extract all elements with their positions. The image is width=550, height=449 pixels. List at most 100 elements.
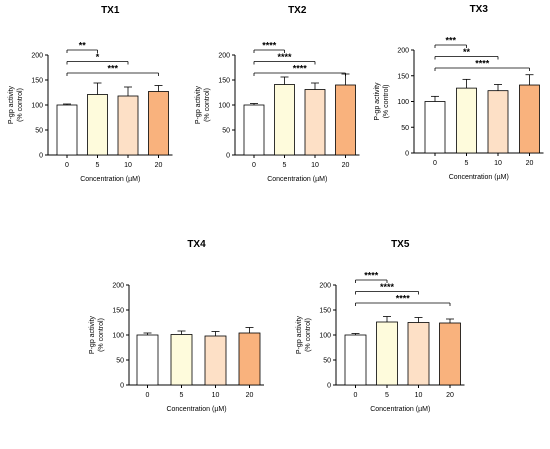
y-axis-label-line2: (% control) bbox=[17, 88, 24, 122]
significance-label: ** bbox=[79, 41, 87, 51]
x-tick-label: 0 bbox=[252, 162, 256, 169]
y-axis-label: P-gp activity (% control) bbox=[296, 315, 312, 354]
x-tick-label: 5 bbox=[385, 392, 389, 399]
y-tick-label: 0 bbox=[405, 151, 409, 158]
x-axis-label: Concentration (µM) bbox=[166, 406, 226, 413]
bar bbox=[344, 334, 367, 386]
x-axis-label: Concentration (µM) bbox=[370, 406, 430, 413]
x-axis-label: Concentration (µM) bbox=[80, 176, 140, 183]
y-tick-label: 100 bbox=[319, 333, 331, 340]
significance-label: **** bbox=[293, 64, 308, 74]
x-tick-label: 0 bbox=[354, 392, 358, 399]
significance-label: *** bbox=[107, 64, 118, 74]
x-tick-label: 20 bbox=[155, 162, 163, 169]
y-axis-label-line2: (% control) bbox=[305, 318, 312, 352]
y-tick-label: 50 bbox=[323, 358, 331, 365]
y-tick-label: 100 bbox=[218, 103, 230, 110]
chart-title: TX3 bbox=[470, 4, 489, 15]
y-tick-label: 50 bbox=[116, 358, 124, 365]
y-tick-label: 0 bbox=[327, 383, 331, 390]
chart-title: TX4 bbox=[187, 239, 206, 250]
x-tick-label: 10 bbox=[415, 392, 423, 399]
x-tick-label: 20 bbox=[246, 392, 254, 399]
significance-label: **** bbox=[475, 59, 490, 69]
y-tick-label: 200 bbox=[31, 53, 43, 60]
y-tick-label: 100 bbox=[112, 333, 124, 340]
x-tick-label: 0 bbox=[146, 392, 150, 399]
chart-panel: TX2 0 50 100 150 200 P-gp activity (% control) 0… bbox=[195, 5, 360, 183]
x-tick-label: 20 bbox=[446, 392, 454, 399]
significance-label: *** bbox=[445, 36, 456, 46]
bar bbox=[87, 94, 108, 156]
bar bbox=[274, 84, 295, 156]
bar bbox=[424, 101, 446, 154]
y-tick-label: 150 bbox=[31, 78, 43, 85]
y-tick-label: 50 bbox=[35, 128, 43, 135]
bar bbox=[519, 84, 540, 154]
bar bbox=[487, 90, 509, 154]
y-tick-label: 0 bbox=[39, 153, 43, 160]
bar bbox=[238, 332, 261, 386]
y-tick-label: 150 bbox=[397, 73, 409, 80]
y-tick-label: 50 bbox=[222, 128, 230, 135]
significance-label: **** bbox=[277, 52, 292, 62]
y-axis-label: P-gp activity (% control) bbox=[374, 82, 390, 121]
x-axis-label: Concentration (µM) bbox=[449, 174, 509, 181]
significance-label: ** bbox=[463, 47, 471, 57]
y-tick-label: 100 bbox=[397, 99, 409, 106]
y-tick-label: 200 bbox=[319, 283, 331, 290]
y-tick-label: 50 bbox=[401, 125, 409, 132]
significance-label: **** bbox=[380, 282, 395, 292]
x-tick-label: 10 bbox=[494, 160, 502, 167]
x-tick-label: 10 bbox=[311, 162, 319, 169]
significance-label: **** bbox=[396, 294, 411, 304]
x-tick-label: 0 bbox=[433, 160, 437, 167]
y-tick-label: 150 bbox=[112, 308, 124, 315]
bar bbox=[204, 335, 227, 386]
chart-panel: TX1 0 50 100 150 200 P-gp activity (% control) 0… bbox=[8, 5, 173, 183]
bar bbox=[56, 104, 78, 156]
x-tick-label: 0 bbox=[65, 162, 69, 169]
bar bbox=[170, 334, 193, 386]
x-tick-label: 10 bbox=[124, 162, 132, 169]
x-tick-label: 5 bbox=[96, 162, 100, 169]
y-axis-label-line2: (% control) bbox=[383, 85, 390, 119]
y-axis-label-line1: P-gp activity bbox=[296, 315, 303, 354]
y-tick-label: 150 bbox=[319, 308, 331, 315]
y-axis-label: P-gp activity (% control) bbox=[8, 85, 24, 124]
x-tick-label: 20 bbox=[342, 162, 350, 169]
bar bbox=[148, 91, 169, 156]
y-tick-label: 0 bbox=[226, 153, 230, 160]
bar bbox=[439, 322, 461, 386]
bar bbox=[335, 84, 356, 156]
chart-title: TX1 bbox=[101, 5, 120, 16]
y-axis-label-line2: (% control) bbox=[204, 88, 211, 122]
y-axis-label-line2: (% control) bbox=[98, 318, 105, 352]
bar bbox=[243, 104, 265, 156]
bar bbox=[136, 334, 159, 386]
x-tick-label: 10 bbox=[212, 392, 220, 399]
chart-panel: TX3 0 50 100 150 200 P-gp activity (% control) 0… bbox=[374, 4, 544, 181]
y-tick-label: 100 bbox=[31, 103, 43, 110]
y-tick-label: 200 bbox=[218, 53, 230, 60]
y-axis-label-line1: P-gp activity bbox=[195, 85, 202, 124]
chart-title: TX2 bbox=[288, 5, 307, 16]
y-axis-label-line1: P-gp activity bbox=[89, 315, 96, 354]
chart-panel: TX4 0 50 100 150 200 P-gp activity (% control) 0… bbox=[89, 239, 264, 413]
x-tick-label: 5 bbox=[283, 162, 287, 169]
y-tick-label: 0 bbox=[120, 383, 124, 390]
y-tick-label: 200 bbox=[397, 48, 409, 55]
y-tick-label: 200 bbox=[112, 283, 124, 290]
bar bbox=[376, 321, 398, 386]
chart-title: TX5 bbox=[391, 239, 410, 250]
bar bbox=[407, 322, 430, 386]
y-tick-label: 150 bbox=[218, 78, 230, 85]
y-axis-label-line1: P-gp activity bbox=[8, 85, 15, 124]
bar bbox=[117, 95, 139, 156]
x-axis-label: Concentration (µM) bbox=[267, 176, 327, 183]
significance-label: **** bbox=[364, 271, 379, 281]
y-axis-label: P-gp activity (% control) bbox=[195, 85, 211, 124]
x-tick-label: 20 bbox=[526, 160, 534, 167]
y-axis-label-line1: P-gp activity bbox=[374, 82, 381, 121]
